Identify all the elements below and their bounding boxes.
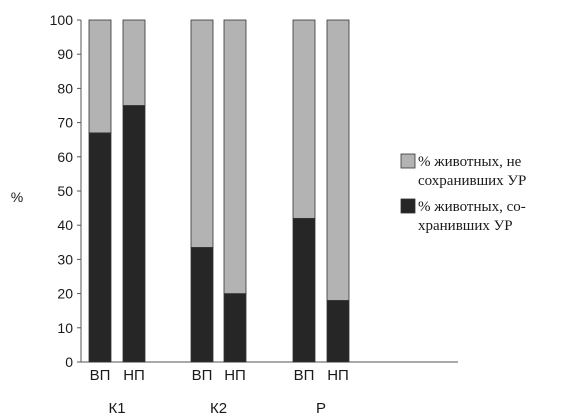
x-category-label: НП <box>123 367 145 384</box>
legend-label: % животных, со- <box>418 199 526 215</box>
y-tick-label: 100 <box>50 12 74 28</box>
bar-segment <box>223 19 247 295</box>
bar-segment <box>190 247 214 363</box>
legend-label: сохранивших УР <box>418 173 526 189</box>
chart-bars <box>88 19 350 363</box>
legend-swatch <box>400 198 416 214</box>
bar-segment <box>122 105 146 363</box>
legend-label: хранивших УР <box>418 218 513 234</box>
bar-segment <box>190 19 214 248</box>
y-tick-label: 10 <box>57 320 73 336</box>
bar-segment <box>292 217 316 363</box>
y-tick-label: 30 <box>57 251 73 267</box>
y-axis-label: % <box>11 189 23 205</box>
bar-segment <box>88 19 112 134</box>
bar-segment <box>88 132 112 363</box>
chart-legend: % животных, не сохранивших УР % животных, … <box>400 153 526 234</box>
y-tick-label: 50 <box>57 183 73 199</box>
bar-segment <box>326 300 350 363</box>
bar-segment <box>326 19 350 301</box>
legend-swatch <box>400 153 416 169</box>
x-category-label: ВП <box>294 367 315 384</box>
bar-segment <box>122 19 146 106</box>
chart-axes: 0 10 20 30 40 50 60 70 80 90 100% <box>11 12 458 370</box>
y-tick-label: 40 <box>57 217 73 233</box>
x-group-label: Р <box>316 400 326 417</box>
y-tick-label: 60 <box>57 149 73 165</box>
x-category-label: НП <box>224 367 246 384</box>
x-category-label: ВП <box>192 367 213 384</box>
x-axis-labels: ВП НП ВП НП ВП НП К1 К2 Р <box>90 367 349 417</box>
y-tick-label: 0 <box>65 354 73 370</box>
bar-segment <box>292 19 316 219</box>
x-group-label: К2 <box>210 400 227 417</box>
y-tick-label: 80 <box>57 80 73 96</box>
legend-label: % животных, не <box>418 154 522 170</box>
y-tick-label: 70 <box>57 115 73 131</box>
y-tick-label: 20 <box>57 286 73 302</box>
x-category-label: НП <box>327 367 349 384</box>
x-group-label: К1 <box>108 400 125 417</box>
y-tick-label: 90 <box>57 46 73 62</box>
x-category-label: ВП <box>90 367 111 384</box>
bar-segment <box>223 293 247 363</box>
